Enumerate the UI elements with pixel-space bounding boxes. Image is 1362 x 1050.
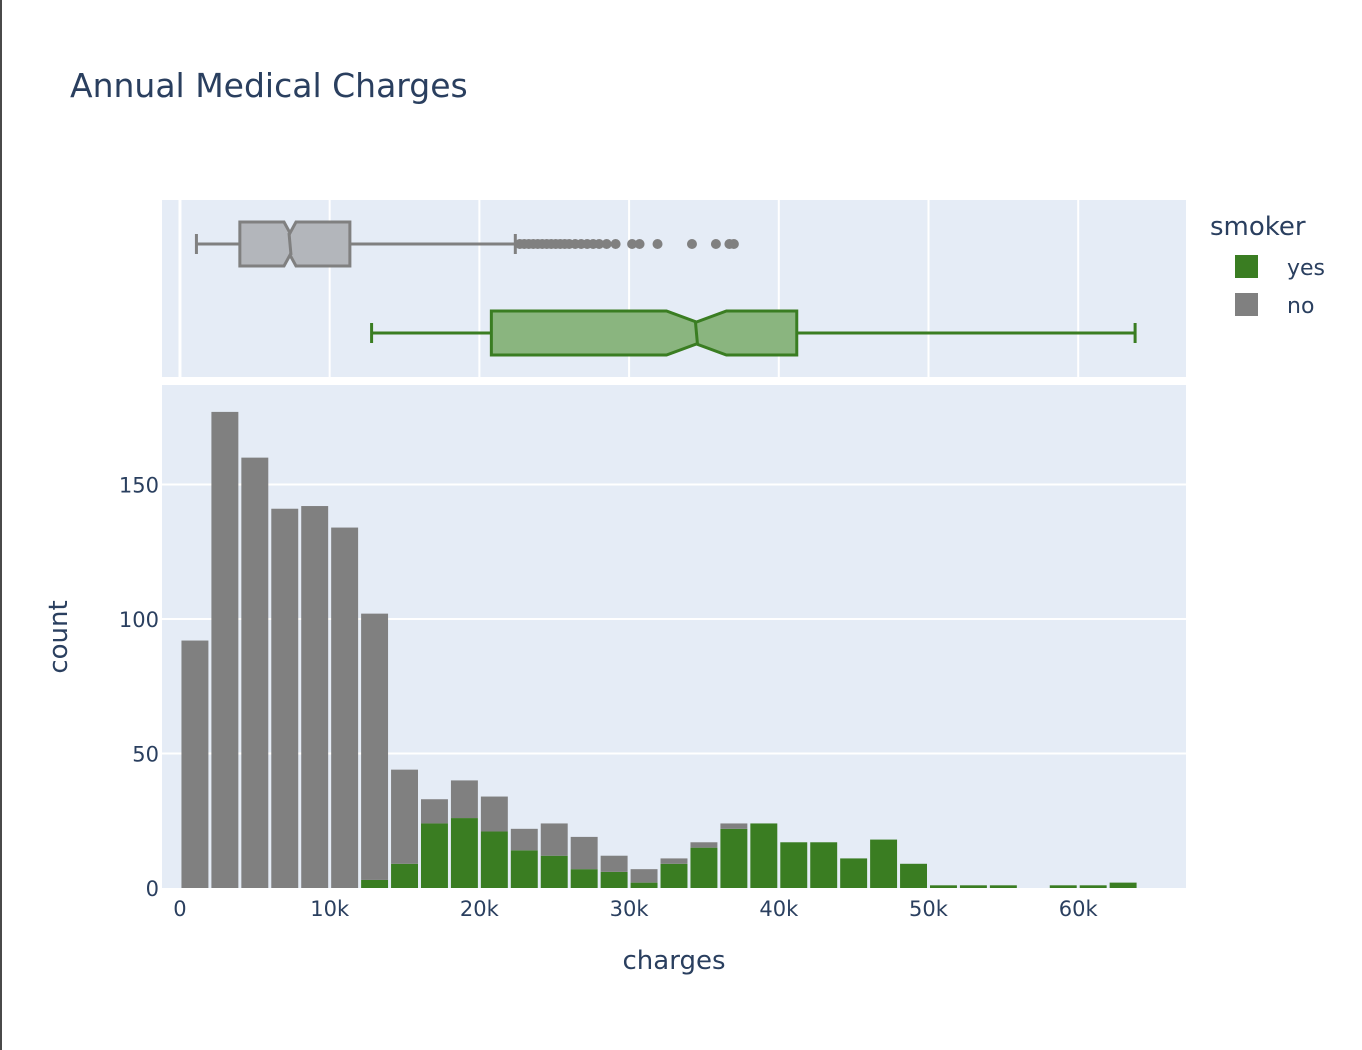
bar-yes [900,863,928,888]
bar-yes [480,831,508,888]
box-plot-yes [370,309,1137,357]
bar-yes [810,842,838,888]
bar-yes [660,863,688,888]
x-tick-label: 50k [909,897,949,921]
x-tick-label: 0 [173,897,186,921]
bar-no [181,640,209,888]
y-tick-label: 150 [119,474,159,498]
bar-yes [600,871,628,888]
y-axis-ticks: 0 50 100 150 [119,474,159,901]
bar-no [690,842,718,848]
bar-no [600,855,628,872]
outlier-point [686,239,697,249]
legend-title: smoker [1210,212,1306,242]
outlier-point [594,239,605,249]
outlier-point [652,239,663,249]
bar-yes [510,850,538,888]
box-body [489,309,799,357]
outlier-point [610,239,621,249]
bar-no [630,869,658,883]
y-axis-label: count [44,600,74,673]
chart-title: Annual Medical Charges [70,66,468,105]
x-axis-label: charges [623,946,726,976]
bar-no [450,780,478,819]
box-body [238,220,352,268]
bar-yes [780,842,808,888]
bar-yes [391,863,418,888]
bar-no [241,457,269,888]
legend: smoker yes no [1210,212,1325,319]
x-axis-ticks: 0 10k 20k 30k 40k 50k 60k [173,897,1098,921]
bar-yes [1109,882,1137,888]
outlier-point [710,239,721,249]
bar-yes [989,885,1017,888]
bar-no [420,799,448,824]
bar-yes [1079,885,1107,888]
outlier-point [728,239,739,249]
x-tick-label: 40k [759,897,799,921]
bar-no [391,769,418,864]
bar-yes [840,858,868,888]
bar-no [301,506,329,888]
bar-yes [420,823,448,888]
bar-yes [570,869,598,888]
x-tick-label: 60k [1059,897,1099,921]
bar-yes [1049,885,1077,888]
bar-no [660,858,688,864]
legend-label-yes: yes [1287,256,1325,281]
outlier-point [634,239,645,249]
bar-no [510,828,538,851]
y-tick-label: 0 [146,877,159,901]
bar-no [361,613,389,880]
bar-no [271,508,299,888]
outlier-point [627,239,638,249]
bar-yes [959,885,987,888]
bar-yes [361,879,389,888]
box-plots [194,220,1137,357]
median-line [693,321,699,345]
bar-no [331,527,359,888]
median-line [287,232,293,256]
bar-yes [630,882,658,888]
legend-swatch-yes [1235,255,1258,278]
bar-yes [720,828,748,888]
x-tick-label: 10k [310,897,350,921]
bar-no [540,823,568,856]
histogram-bars [181,411,1137,888]
bar-no [570,836,598,870]
bar-no [720,823,748,829]
y-tick-label: 50 [132,743,159,767]
bar-yes [750,823,778,888]
y-tick-label: 100 [119,608,159,632]
bar-no [211,411,239,888]
bar-yes [540,855,568,888]
legend-swatch-no [1235,293,1258,316]
outlier-point [601,239,612,249]
bar-yes [690,847,718,888]
box-plot-no [194,220,739,268]
legend-label-no: no [1287,294,1314,319]
window-left-border [0,0,2,1050]
x-tick-label: 20k [460,897,500,921]
bar-yes [870,839,898,888]
bar-no [480,796,508,832]
bar-yes [930,885,957,888]
x-tick-label: 30k [610,897,650,921]
bar-yes [450,818,478,888]
